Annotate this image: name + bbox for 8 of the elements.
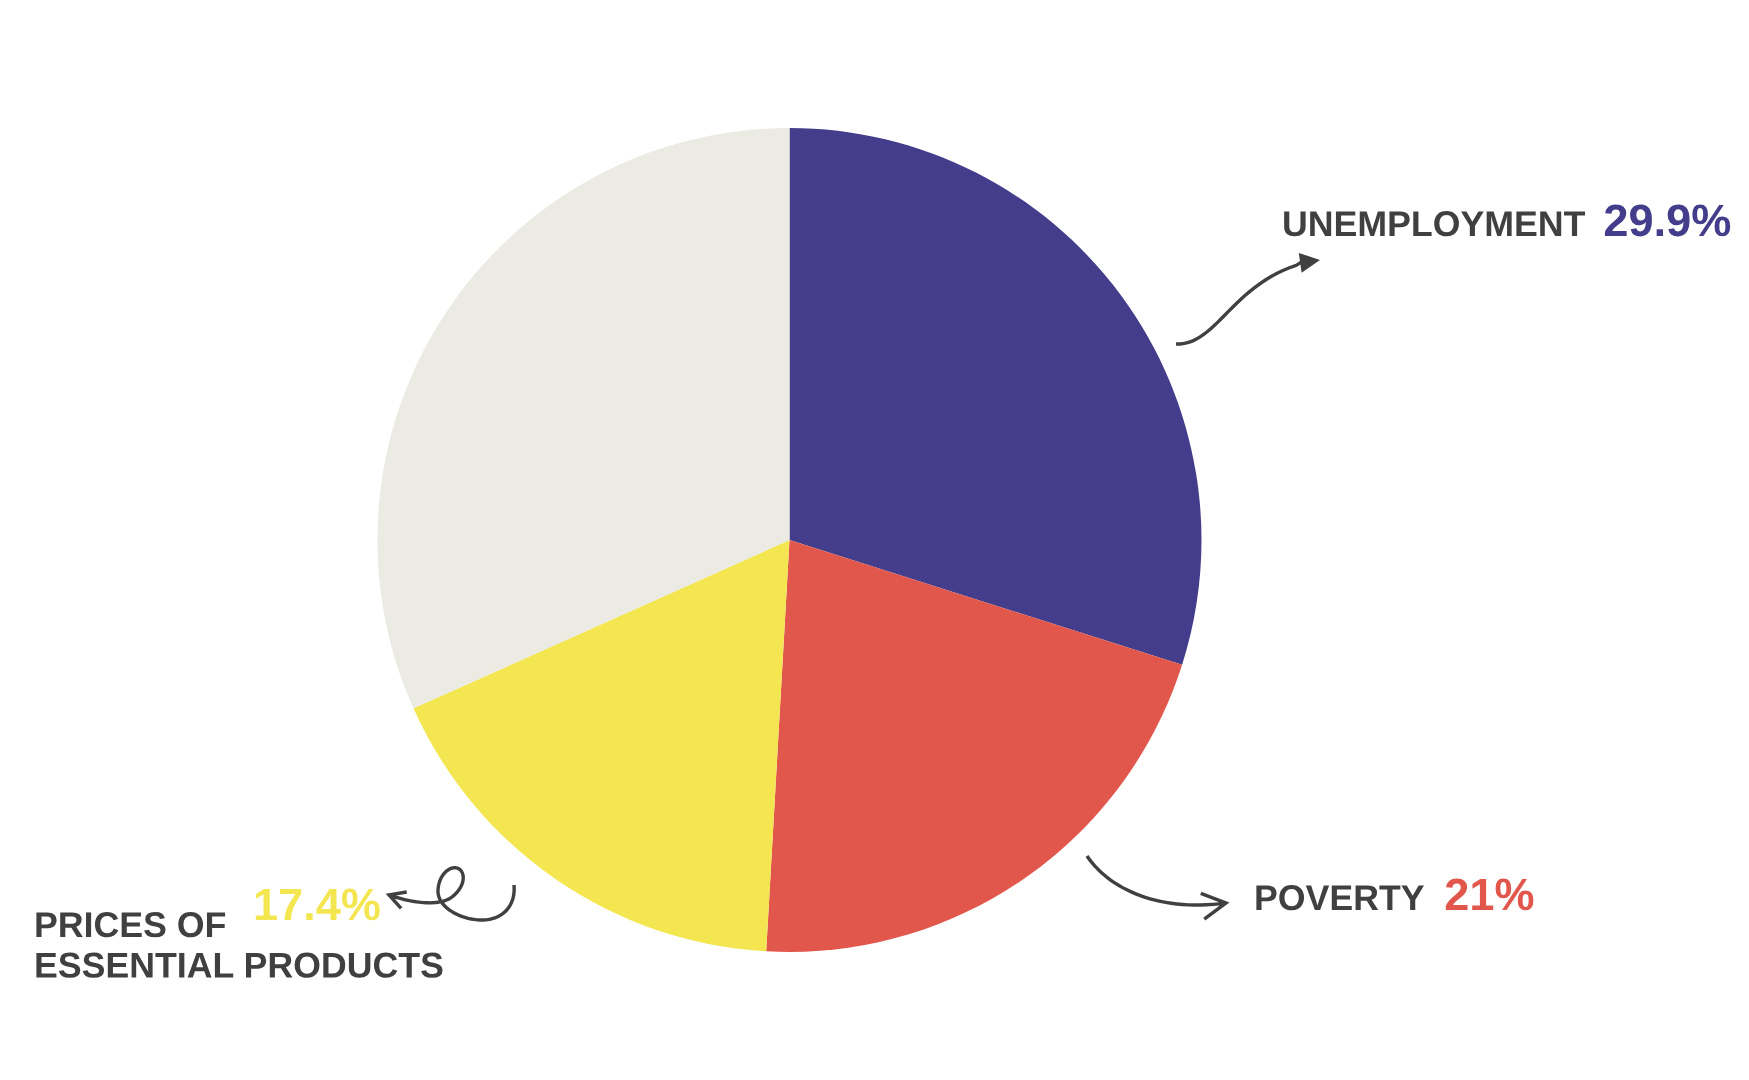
pie-slice (413, 540, 790, 952)
slice-label: POVERTY (1256, 885, 1424, 911)
data-label: 21% (1445, 878, 1534, 911)
pie-slice (766, 540, 1183, 952)
pie-slice (377, 128, 790, 709)
data-label: 29.9% (1604, 204, 1731, 237)
slice-label: UNEMPLOYMENT (1284, 211, 1586, 237)
pie-slice (789, 128, 1202, 665)
